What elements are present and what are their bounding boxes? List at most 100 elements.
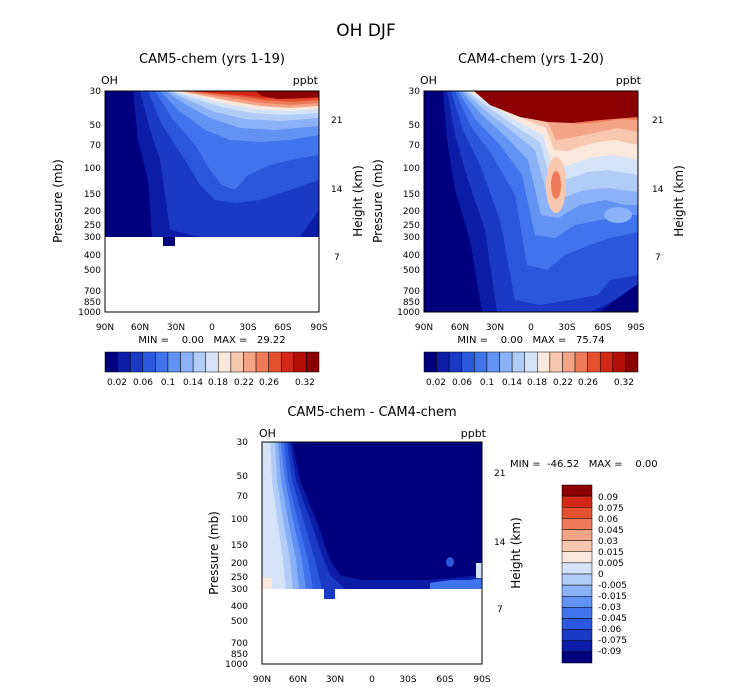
colorbar-swatch [561, 562, 593, 575]
units-label: ppbt [616, 74, 642, 87]
colorbar-label: 0.02 [426, 378, 446, 388]
colorbar-swatch [423, 351, 437, 373]
colorbar-swatch [104, 351, 118, 373]
lat-tick-label: 60S [274, 323, 291, 333]
colorbar-swatch [306, 351, 320, 373]
min-max-label: MIN = -46.52 MAX = 0.00 [510, 459, 658, 470]
colorbar-label: 0.045 [598, 526, 624, 536]
panel-cam4: CAM4-chem (yrs 1-20) OH ppbt [371, 52, 686, 388]
colorbar-swatch [574, 351, 588, 373]
colorbar-label: 0 [598, 570, 604, 580]
contour-level [600, 284, 638, 312]
colorbar-label: -0.09 [598, 647, 622, 657]
lat-tick-label: 90N [96, 323, 114, 333]
pressure-tick-label: 1000 [397, 308, 420, 318]
pressure-tick-label: 300 [231, 585, 248, 595]
lat-tick-label: 60N [451, 323, 469, 333]
colorbar-swatch [436, 351, 450, 373]
colorbar-label: 0.26 [578, 378, 598, 388]
y-tick-labels: 30 50 70 100 150 200 250 300 400 500 700… [78, 87, 101, 318]
lat-tick-label: 30N [326, 675, 344, 685]
colorbar-label: 0.015 [598, 548, 624, 558]
pressure-tick-label: 700 [84, 287, 101, 297]
contour-field [262, 442, 482, 664]
colorbar-label: 0.005 [598, 559, 624, 569]
pressure-tick-label: 500 [231, 617, 248, 627]
colorbar-swatch [167, 351, 181, 373]
colorbar-swatch [561, 607, 593, 619]
min-max-label: MIN = 0.00 MAX = 75.74 [457, 335, 604, 346]
contour-level [474, 91, 638, 123]
colorbar-swatch [117, 351, 131, 373]
colorbar-label: -0.045 [598, 614, 627, 624]
pressure-tick-label: 250 [403, 221, 420, 231]
x-tick-labels: 90N 60N 30N 0 30S 60S 90S [253, 675, 491, 685]
colorbar-swatch [129, 351, 144, 373]
contour-level [430, 578, 482, 589]
pressure-tick-label: 200 [84, 207, 101, 217]
height-tick-label: 7 [655, 253, 661, 263]
lat-tick-label: 60S [436, 675, 453, 685]
colorbar-swatch [561, 573, 593, 586]
colorbar-swatch [155, 351, 169, 373]
lat-tick-label: 90S [310, 323, 327, 333]
lat-tick-label: 0 [209, 323, 215, 333]
contour-level [255, 91, 319, 99]
contour-cell [324, 589, 335, 599]
lat-tick-label: 90N [253, 675, 271, 685]
contour-cell [163, 237, 175, 246]
colorbar-label: -0.015 [598, 592, 627, 602]
pressure-tick-label: 300 [84, 233, 101, 243]
height-tick-label: 21 [652, 116, 663, 126]
colorbar-swatch [561, 640, 593, 653]
pressure-tick-label: 400 [403, 251, 420, 261]
colorbar-labels: 0.02 0.06 0.1 0.14 0.18 0.22 0.26 0.32 [426, 378, 634, 388]
figure-title: OH DJF [336, 21, 395, 41]
y2-axis-label: Height (km) [351, 165, 365, 236]
lat-tick-label: 0 [528, 323, 534, 333]
y-axis-label: Pressure (mb) [207, 511, 221, 595]
colorbar-swatch [268, 351, 282, 373]
colorbar-label: 0.32 [295, 378, 315, 388]
colorbar-swatch [205, 351, 219, 373]
pressure-tick-label: 200 [231, 559, 248, 569]
colorbar-swatch [511, 351, 525, 373]
colorbar-label: 0.22 [553, 378, 573, 388]
pressure-tick-label: 50 [409, 121, 421, 131]
contour-level [262, 442, 286, 589]
pressure-tick-label: 70 [409, 141, 421, 151]
pressure-tick-label: 70 [237, 492, 249, 502]
pressure-tick-label: 250 [231, 573, 248, 583]
contour-cell [476, 563, 482, 578]
colorbar-swatch [474, 351, 488, 373]
colorbar-swatch [561, 507, 593, 519]
y-axis-label: Pressure (mb) [371, 159, 385, 243]
colorbar-swatch [461, 351, 475, 373]
colorbar-swatch [448, 351, 463, 373]
pressure-tick-label: 100 [231, 515, 248, 525]
panel-title: CAM4-chem (yrs 1-20) [458, 52, 604, 67]
pressure-tick-label: 1000 [225, 660, 248, 670]
lat-tick-label: 30S [558, 323, 575, 333]
colorbar-label: 0.06 [452, 378, 472, 388]
colorbar-label: 0.09 [598, 493, 618, 503]
panel-title: CAM5-chem - CAM4-chem [287, 405, 456, 420]
panel-difference: CAM5-chem - CAM4-chem OH ppbt 30 50 70 1… [207, 405, 658, 685]
colorbar-label: 0.26 [259, 378, 279, 388]
colorbar: 0.09 0.075 0.06 0.045 0.03 0.015 0.005 0… [561, 484, 627, 664]
height-tick-labels: 21 14 7 [331, 116, 343, 263]
colorbar-swatch [255, 351, 269, 373]
colorbar-swatch [142, 351, 156, 373]
colorbar-label: 0.06 [133, 378, 153, 388]
pressure-tick-label: 100 [84, 164, 101, 174]
colorbar-swatch [230, 351, 244, 373]
units-label: ppbt [293, 74, 319, 87]
colorbar-swatch [612, 351, 626, 373]
colorbar-swatch [561, 529, 593, 541]
pressure-tick-label: 150 [231, 541, 248, 551]
contour-blob [551, 171, 561, 199]
colorbar-swatch [561, 518, 593, 530]
height-tick-label: 21 [494, 469, 505, 479]
x-tick-labels: 90N 60N 30N 0 30S 60S 90S [96, 323, 328, 333]
colorbar: 0.02 0.06 0.1 0.14 0.18 0.22 0.26 0.32 [423, 351, 639, 388]
